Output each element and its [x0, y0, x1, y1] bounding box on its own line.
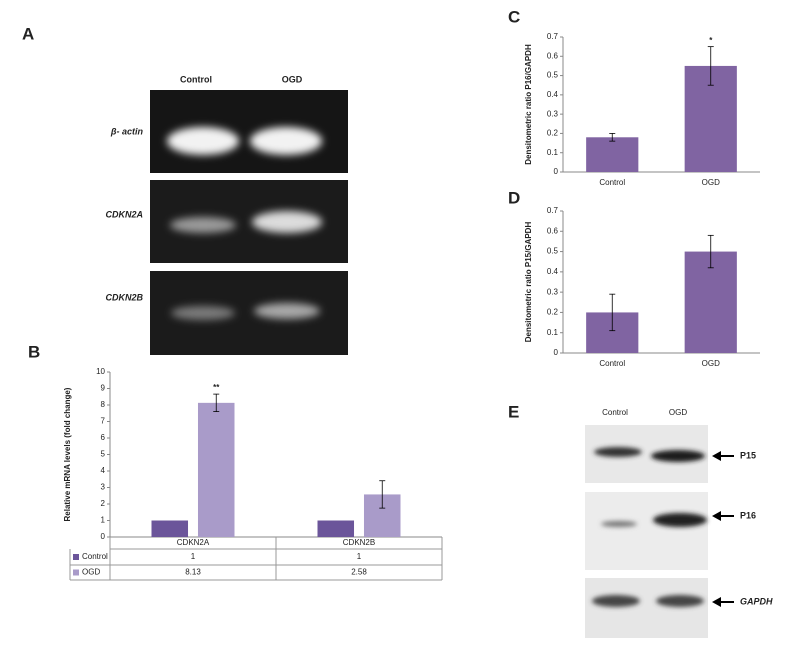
- annotation: **: [213, 383, 220, 392]
- blot-row: P15: [740, 450, 756, 460]
- table-value: 1: [357, 552, 362, 561]
- y-tick-label: 2: [101, 499, 106, 508]
- gel-row: β- actin: [110, 126, 144, 136]
- bar: [317, 520, 355, 537]
- legend-label: OGD: [82, 568, 100, 577]
- blot-row: P16: [740, 510, 756, 520]
- y-tick-label: 5: [101, 450, 106, 459]
- y-tick-label: 0: [101, 532, 106, 541]
- legend-swatch: [73, 569, 79, 576]
- panel-label: C: [508, 7, 520, 26]
- y-tick-label: 8: [101, 400, 106, 409]
- bar: [684, 251, 737, 353]
- bar: [197, 402, 235, 537]
- table-value: 8.13: [185, 568, 201, 577]
- blot-column: Control: [602, 408, 628, 417]
- bar: [151, 520, 189, 537]
- y-tick-label: 0.7: [547, 206, 559, 215]
- panel-label: E: [508, 402, 519, 421]
- y-tick-label: 0.1: [547, 148, 559, 157]
- y-tick-label: 0.6: [547, 226, 559, 235]
- y-tick-label: 0.7: [547, 32, 559, 41]
- y-tick-label: 0.3: [547, 109, 559, 118]
- x-tick-label: OGD: [702, 359, 720, 368]
- panel-label: D: [508, 188, 520, 207]
- panel-label: A: [22, 24, 34, 43]
- x-tick-label: Control: [599, 359, 625, 368]
- y-tick-label: 6: [101, 433, 106, 442]
- y-tick-label: 0.5: [547, 71, 559, 80]
- x-tick-label: Control: [599, 178, 625, 187]
- gel-row: CDKN2B: [105, 292, 143, 302]
- y-tick-label: 0.3: [547, 287, 559, 296]
- y-tick-label: 0.2: [547, 129, 559, 138]
- y-tick-label: 9: [101, 384, 106, 393]
- blot-image: [585, 425, 708, 638]
- gel-column: OGD: [282, 74, 303, 84]
- x-tick-label: CDKN2B: [343, 538, 375, 547]
- y-tick-label: 0.6: [547, 51, 559, 60]
- annotation: *: [709, 36, 713, 45]
- y-axis-label: Densitometric ratio P16/GAPDH: [524, 44, 533, 165]
- blot-column: OGD: [669, 408, 687, 417]
- y-tick-label: 0: [554, 167, 559, 176]
- blot-row: GAPDH: [740, 596, 773, 606]
- y-tick-label: 0.2: [547, 308, 559, 317]
- y-tick-label: 7: [101, 417, 106, 426]
- y-tick-label: 1: [101, 516, 106, 525]
- y-tick-label: 10: [96, 367, 105, 376]
- arrows: [712, 451, 734, 607]
- y-axis-label: Densitometric ratio P15/GAPDH: [524, 222, 533, 343]
- y-tick-label: 4: [101, 466, 106, 475]
- table-value: 2.58: [351, 568, 367, 577]
- y-tick-label: 0.5: [547, 247, 559, 256]
- x-tick-label: OGD: [702, 178, 720, 187]
- y-tick-label: 0: [554, 348, 559, 357]
- y-tick-label: 0.1: [547, 328, 559, 337]
- y-tick-label: 3: [101, 483, 106, 492]
- gel-row: CDKN2A: [105, 209, 143, 219]
- y-tick-label: 0.4: [547, 267, 559, 276]
- bar: [586, 137, 639, 172]
- legend-label: Control: [82, 552, 108, 561]
- legend-swatch: [73, 554, 79, 560]
- y-axis-label: Relative mRNA levels (fold change): [63, 387, 72, 521]
- table-value: 1: [191, 552, 196, 561]
- gel-image: [150, 90, 348, 355]
- gel-column: Control: [180, 74, 212, 84]
- x-tick-label: CDKN2A: [177, 538, 210, 547]
- y-tick-label: 0.4: [547, 90, 559, 99]
- panel-label: B: [28, 342, 40, 361]
